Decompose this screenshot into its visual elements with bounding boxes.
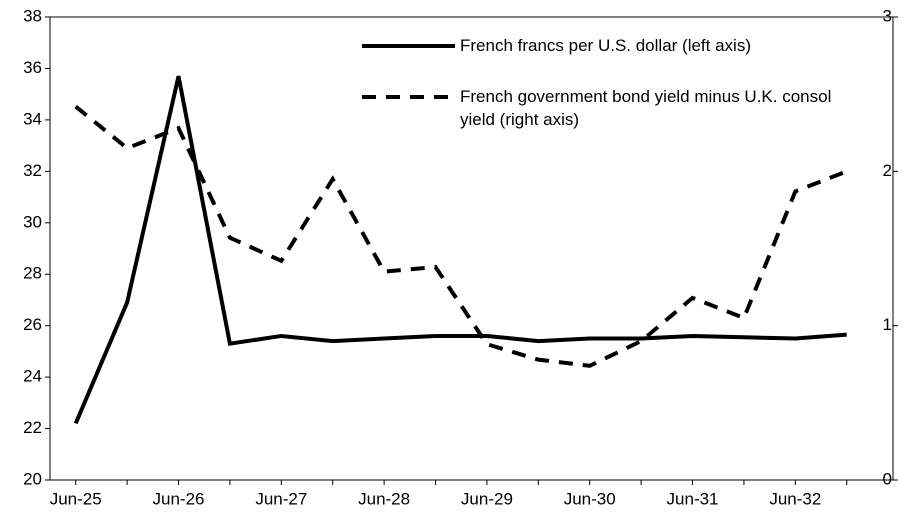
x-tick-label: Jun-25 (50, 489, 102, 508)
plot-frame (49, 16, 894, 481)
y-tick-label: 34 (23, 109, 42, 128)
y2-tick-label: 3 (883, 6, 892, 25)
x-tick-label: Jun-30 (564, 489, 616, 508)
y-tick-label: 28 (23, 264, 42, 283)
x-tick-label: Jun-32 (769, 489, 821, 508)
y2-tick-label: 1 (883, 315, 892, 334)
x-tick-label: Jun-26 (153, 489, 205, 508)
y-tick-label: 22 (23, 418, 42, 437)
y-tick-label: 30 (23, 212, 42, 231)
legend-label: French government bond yield minus U.K. … (460, 87, 832, 129)
series-line (73, 75, 847, 425)
y-tick-label: 20 (23, 469, 42, 488)
x-tick-label: Jun-29 (461, 489, 513, 508)
x-tick-label: Jun-28 (358, 489, 410, 508)
y-tick-label: 26 (23, 315, 42, 334)
y-tick-label: 36 (23, 58, 42, 77)
series-line (74, 104, 848, 368)
legend-label: French francs per U.S. dollar (left axis… (460, 36, 751, 55)
x-tick-label: Jun-27 (255, 489, 307, 508)
y-tick-label: 32 (23, 161, 42, 180)
y2-tick-label: 2 (883, 161, 892, 180)
y-tick-label: 24 (23, 367, 42, 386)
x-tick-label: Jun-31 (667, 489, 719, 508)
y2-tick-label: 0 (883, 469, 892, 488)
y-tick-label: 38 (23, 6, 42, 25)
